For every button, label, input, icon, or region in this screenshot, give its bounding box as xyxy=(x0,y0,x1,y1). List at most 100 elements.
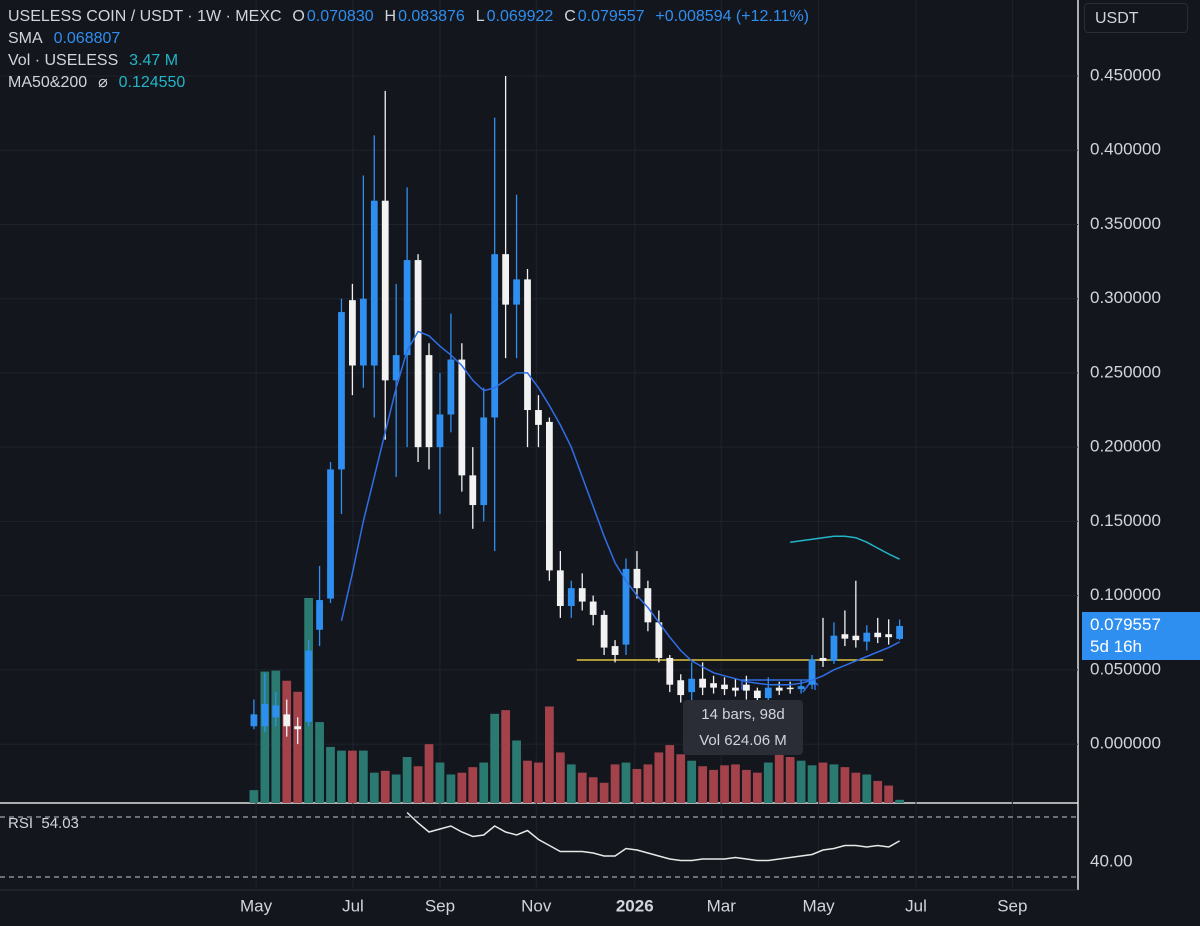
ma-name: MA50&200 xyxy=(8,74,88,91)
candle-body xyxy=(797,686,805,690)
candle-body xyxy=(338,312,345,470)
c-value: 0.079557 xyxy=(577,8,645,25)
volume-bar xyxy=(621,762,631,803)
l-value: 0.069922 xyxy=(486,8,554,25)
y-tick-label: 0.050000 xyxy=(1090,659,1161,678)
candle-body xyxy=(447,359,455,415)
legend: USELESS COIN / USDT · 1W · MEXC O 0.07083… xyxy=(8,6,811,94)
candle-body xyxy=(567,588,575,606)
x-tick-label: May xyxy=(240,896,273,915)
y-tick-label: 0.100000 xyxy=(1090,585,1161,604)
y-tick-label: 0.300000 xyxy=(1090,288,1161,307)
rsi-line xyxy=(406,811,900,862)
volume-bar xyxy=(380,770,390,803)
volume-bar xyxy=(249,790,259,803)
volume-bar xyxy=(358,750,368,803)
candle-body xyxy=(611,646,619,655)
candle-body xyxy=(896,625,904,639)
candle-body xyxy=(633,568,641,589)
candle-body xyxy=(491,254,499,418)
candle-body xyxy=(721,684,728,690)
volume-bar xyxy=(512,740,521,803)
candle-body xyxy=(535,410,542,425)
volume-bar xyxy=(446,774,456,803)
candle-body xyxy=(666,657,674,685)
ma-value: 0.124550 xyxy=(118,74,186,91)
candle-body xyxy=(578,588,586,602)
candle-body xyxy=(600,614,608,648)
volume-bar xyxy=(687,760,697,803)
measure-tooltip: 14 bars, 98d Vol 624.06 M xyxy=(683,700,803,755)
volume-bar xyxy=(829,764,839,803)
volume-bar xyxy=(413,766,423,803)
candle-body xyxy=(425,355,433,448)
c-key: C xyxy=(564,8,576,25)
currency-button[interactable]: USDT xyxy=(1084,3,1188,33)
volume-bar xyxy=(763,762,773,803)
candle-body xyxy=(480,417,488,506)
countdown: 5d 16h xyxy=(1090,636,1142,656)
volume-bar xyxy=(545,706,554,803)
volume-bar xyxy=(873,780,883,803)
rsi-name: RSI xyxy=(8,815,34,832)
y-tick-label: 0.350000 xyxy=(1090,214,1161,233)
candle-body xyxy=(458,359,466,476)
candle-body xyxy=(863,632,871,642)
volume-bar xyxy=(774,746,784,803)
y-tick-label: 0.250000 xyxy=(1090,362,1161,381)
volume-bar xyxy=(654,752,664,803)
volume-bar xyxy=(555,752,565,803)
vol-value: 3.47 M xyxy=(129,52,179,69)
h-key: H xyxy=(384,8,397,25)
candle-body xyxy=(502,254,510,305)
volume-bar xyxy=(260,671,270,803)
volume-bar xyxy=(282,680,292,803)
volume-bar xyxy=(523,760,532,803)
candle-body xyxy=(841,634,849,639)
volume-bar xyxy=(676,754,686,803)
candle-body xyxy=(677,680,685,696)
x-tick-label: Jul xyxy=(342,896,364,915)
legend-row: MA50&200 ⌀ 0.124550 xyxy=(8,72,811,94)
volume-bar xyxy=(818,762,828,803)
y-tick-label: 0.450000 xyxy=(1090,65,1161,84)
candle-body xyxy=(742,684,750,691)
y-tick-label: 0.200000 xyxy=(1090,437,1161,456)
volume-bar xyxy=(840,767,850,803)
candle-body xyxy=(655,622,663,658)
legend-row: SMA 0.068807 xyxy=(8,28,811,50)
candle-body xyxy=(469,475,477,506)
volume-bar xyxy=(862,774,872,803)
volume-bar xyxy=(720,765,729,803)
candle-body xyxy=(392,355,400,381)
symbol: USELESS COIN / USDT · 1W · MEXC xyxy=(8,8,282,25)
volume-bar xyxy=(369,772,379,803)
candle-body xyxy=(381,200,389,381)
volume-bar xyxy=(424,744,434,803)
volume-bar xyxy=(796,760,806,803)
candle-body xyxy=(808,659,816,685)
change: +0.008594 (+12.11%) xyxy=(655,8,810,25)
candle-body xyxy=(359,298,367,366)
candle-body xyxy=(622,568,630,645)
volume-bar xyxy=(479,762,489,803)
o-value: 0.070830 xyxy=(306,8,374,25)
l-key: L xyxy=(475,8,485,25)
volume-bar xyxy=(731,764,740,803)
y-tick-label: 0.000000 xyxy=(1090,734,1161,753)
volume-bar xyxy=(807,765,817,803)
candle-body xyxy=(524,279,531,411)
candle-body xyxy=(283,714,291,727)
candle-body xyxy=(414,260,422,448)
rsi-value: 54.03 xyxy=(41,815,79,832)
volume-bar xyxy=(709,769,718,803)
volume-bar xyxy=(884,785,894,803)
volume-bar xyxy=(293,691,303,803)
candle-body xyxy=(753,690,761,699)
candle-body xyxy=(852,635,860,641)
rsi-legend: RSI 54.03 xyxy=(8,815,79,832)
ma-symbol: ⌀ xyxy=(98,74,108,91)
